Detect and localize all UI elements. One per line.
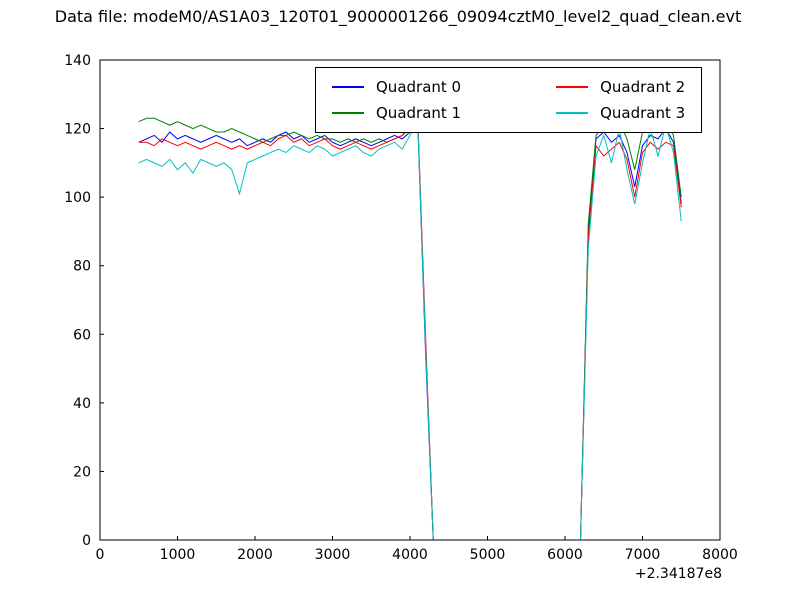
legend-label-quadrant-3: Quadrant 3 [600,104,686,122]
x-tick-label: 0 [96,547,105,563]
x-tick-label: 3000 [315,547,351,563]
series-line-1 [138,116,682,541]
x-tick-label: 7000 [625,547,661,563]
y-tick-label: 60 [73,327,91,343]
x-tick-label: 1000 [160,547,196,563]
legend-item-quadrant-1: Quadrant 1 [332,104,461,122]
legend: Quadrant 0 Quadrant 1 Quadrant 2 Quadran… [315,67,703,133]
y-tick-label: 80 [73,259,91,275]
chart-title: Data file: modeM0/AS1A03_120T01_90000012… [55,7,741,27]
legend-line-sample-quadrant-0 [332,86,364,88]
legend-label-quadrant-1: Quadrant 1 [376,104,462,122]
x-axis-offset-label: +2.34187e8 [635,566,722,582]
y-tick-label: 100 [64,190,91,206]
legend-label-quadrant-0: Quadrant 0 [376,78,462,96]
y-tick-label: 0 [82,533,91,549]
y-tick-label: 20 [73,464,91,480]
y-tick-label: 140 [64,53,91,69]
legend-item-quadrant-2: Quadrant 2 [556,78,685,96]
legend-line-sample-quadrant-2 [556,86,589,88]
legend-line-sample-quadrant-3 [556,112,589,114]
legend-label-quadrant-2: Quadrant 2 [600,78,686,96]
x-tick-label: 4000 [392,547,428,563]
x-tick-label: 5000 [470,547,506,563]
y-tick-label: 40 [73,396,91,412]
legend-item-quadrant-0: Quadrant 0 [332,78,461,96]
series-line-2 [138,117,682,541]
legend-line-sample-quadrant-1 [332,112,364,114]
x-tick-label: 6000 [547,547,583,563]
legend-item-quadrant-3: Quadrant 3 [556,104,685,122]
series-line-0 [138,120,682,541]
x-tick-label: 8000 [702,547,738,563]
y-tick-label: 120 [64,122,91,138]
plot-area: 0 1000 2000 3000 4000 5000 6000 7000 8000 0 20 40 60… [64,53,738,563]
x-tick-label: 2000 [237,547,273,563]
series-line-3 [138,119,682,541]
